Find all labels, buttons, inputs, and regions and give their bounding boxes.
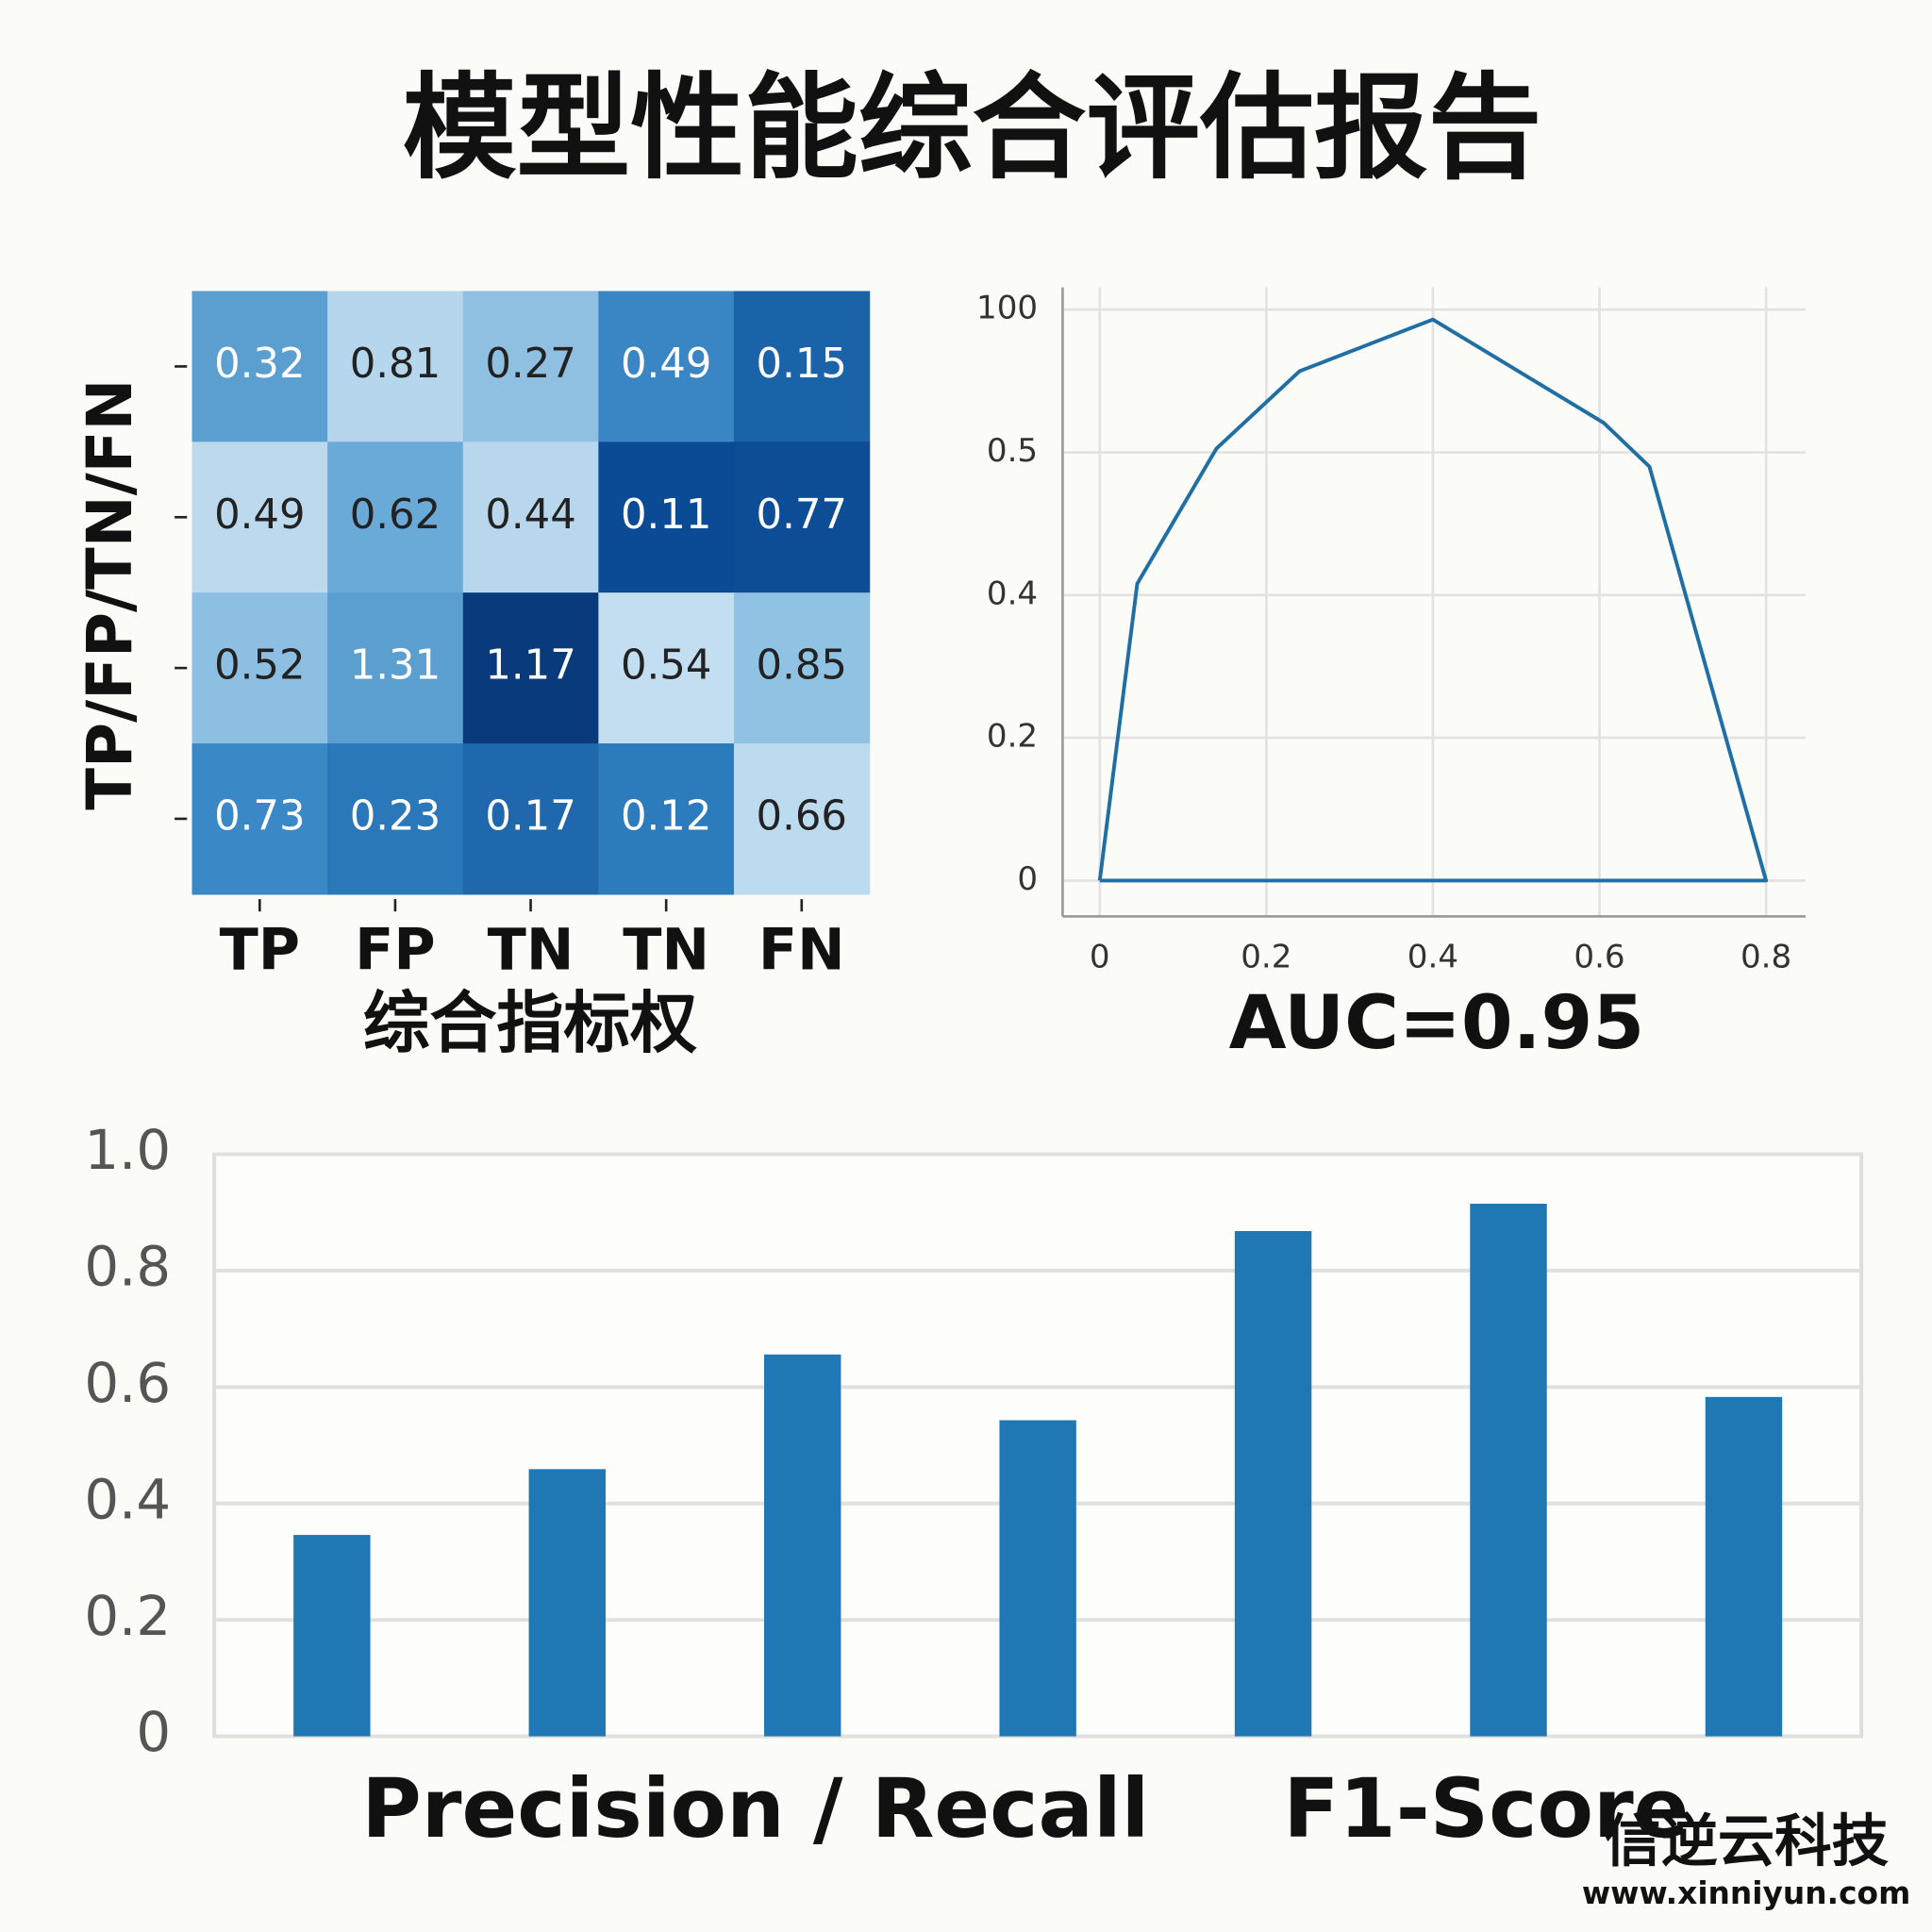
cell-label: 0.52 (214, 642, 305, 690)
axis-annotation: F1-Score (1283, 1762, 1689, 1857)
heatmap-cell (598, 441, 735, 593)
x-tick-label: 0.2 (1241, 939, 1291, 976)
bar (528, 1469, 606, 1737)
x-tick-label: TP (220, 917, 300, 983)
heatmap-cell (327, 441, 464, 593)
x-tick-label: 0.4 (1407, 939, 1458, 976)
cell-label: 1.17 (485, 642, 575, 690)
watermark-url: www.xinniyun.com (1582, 1875, 1910, 1911)
y-tick-label: 0.6 (84, 1351, 171, 1415)
x-tick-label: 0.6 (1574, 939, 1624, 976)
y-tick-label: 0.5 (987, 432, 1038, 470)
cell-label: 0.32 (214, 341, 305, 388)
cell-label: 0.85 (757, 642, 847, 690)
heatmap-cell (598, 743, 735, 895)
heatmap-cell (733, 291, 871, 443)
y-axis-label: TP/FP/TN/FN (75, 379, 146, 810)
heatmap-cell (327, 592, 464, 744)
y-tick-label: 0.8 (84, 1235, 171, 1299)
heatmap-cell (327, 743, 464, 895)
x-tick-label: 0.8 (1740, 939, 1791, 976)
cell-label: 0.77 (757, 491, 847, 539)
cell-label: 0.12 (621, 792, 711, 840)
cell-label: 0.49 (621, 341, 711, 388)
cell-label: 0.66 (757, 792, 847, 840)
heatmap-cell (598, 592, 735, 744)
y-tick-label: 100 (976, 290, 1038, 327)
cell-label: 0.54 (621, 642, 711, 690)
page-title: 模型性能综合评估报告 (403, 63, 1542, 195)
x-axis-label: 综合指标权 (363, 984, 697, 1062)
cell-label: 0.15 (757, 341, 847, 388)
bar (1470, 1203, 1547, 1737)
heatmap-cell (462, 291, 600, 443)
x-tick-label: 0 (1090, 939, 1110, 976)
y-tick-label: 0.2 (84, 1584, 171, 1648)
bar (1234, 1230, 1312, 1737)
cell-label: 0.73 (214, 792, 305, 840)
y-tick-label: 0 (136, 1700, 171, 1764)
heatmap-cell (192, 592, 328, 744)
x-tick-label: TN (623, 917, 709, 983)
cell-label: 0.27 (485, 341, 575, 388)
heatmap-cell (327, 291, 464, 443)
cell-label: 0.23 (350, 792, 441, 840)
y-tick-label: 0.4 (987, 575, 1038, 612)
x-tick-label: FN (758, 917, 845, 983)
heatmap-cell (733, 592, 871, 744)
y-tick-label: 0 (1017, 860, 1038, 898)
y-tick-label: 0.2 (987, 718, 1038, 756)
annotation: AUC=0.95 (1229, 979, 1645, 1066)
heatmap-cell (598, 291, 735, 443)
x-tick-label: TN (488, 917, 575, 983)
heatmap-cell (192, 441, 328, 593)
heatmap-cell (462, 441, 600, 593)
line-series (1097, 317, 1769, 883)
heatmap-cell (733, 743, 871, 895)
bar (293, 1535, 371, 1737)
cell-label: 0.49 (214, 491, 305, 539)
cell-label: 0.81 (350, 341, 441, 388)
bar (764, 1354, 841, 1737)
cell-label: 1.31 (350, 642, 441, 690)
y-tick-label: 1.0 (84, 1118, 171, 1182)
heatmap-cell (192, 291, 328, 443)
cell-label: 0.17 (485, 792, 575, 840)
cell-label: 0.11 (621, 491, 711, 539)
heatmap-cell (192, 743, 328, 895)
x-tick-label: FP (355, 917, 436, 983)
heatmap-cell (462, 592, 600, 744)
cell-label: 0.44 (485, 491, 575, 539)
watermark: 信逆云科技 (1604, 1809, 1889, 1875)
bar (1705, 1396, 1783, 1737)
heatmap-cell (462, 743, 600, 895)
cell-label: 0.62 (350, 491, 441, 539)
axis-annotation: Precision / Recall (361, 1762, 1149, 1857)
y-tick-label: 0.4 (84, 1467, 171, 1531)
bar (999, 1420, 1076, 1737)
heatmap-cell (733, 441, 871, 593)
